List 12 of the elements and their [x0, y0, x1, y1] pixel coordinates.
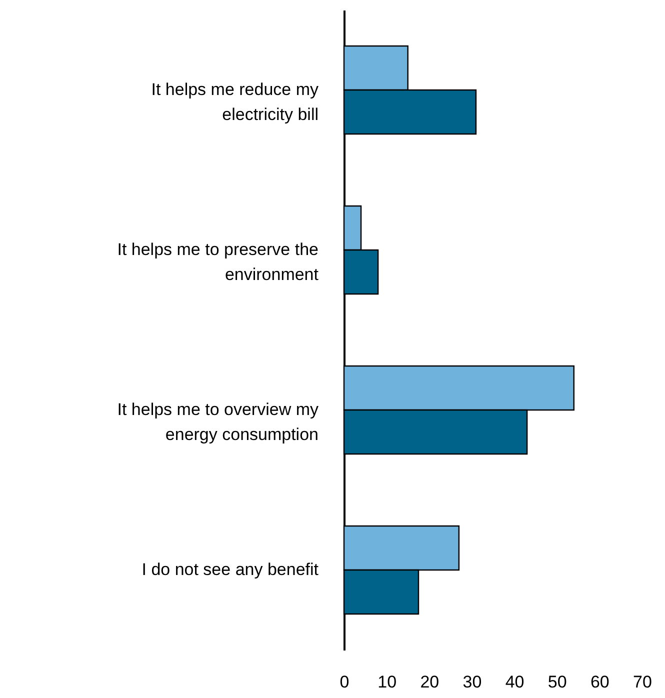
x-tick-label: 0 [340, 672, 350, 692]
x-tick-label: 20 [420, 672, 440, 692]
x-tick-label: 50 [548, 672, 567, 692]
y-tick-label: It helps me to preserve the environment [117, 240, 319, 284]
x-tick-label: 40 [505, 672, 524, 692]
x-tick-label: 60 [590, 672, 610, 692]
y-tick-label: It helps me to overview my energy consumption [117, 400, 319, 444]
x-tick-label: 70 [633, 672, 652, 692]
y-tick-label: It helps me reduce my electricity bill [151, 80, 319, 124]
x-tick-label: 30 [462, 672, 482, 692]
y-tick-label: I do not see any benefit [142, 560, 319, 579]
x-tick-label: 10 [378, 672, 397, 692]
